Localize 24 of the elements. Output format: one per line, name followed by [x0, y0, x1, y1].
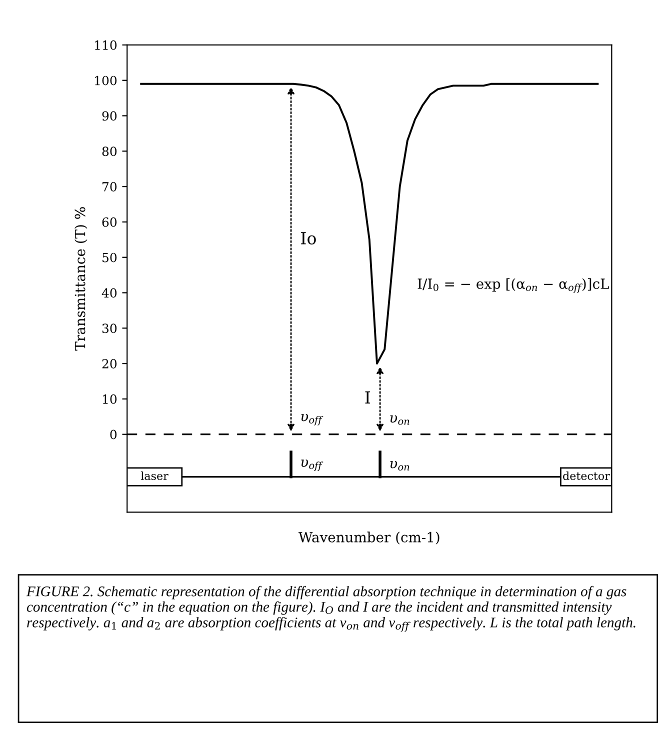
y-tick-label: 20	[102, 359, 117, 368]
annotation: υ$_{off}$	[301, 460, 324, 472]
annotation: υ$_{on}$	[390, 461, 410, 471]
y-tick-label: 10	[103, 394, 117, 404]
annotation: laser	[140, 471, 168, 480]
annotation: I/I$_{0}$ = − exp [(α$_{on}$ − α$_{off}$)]cL	[418, 278, 609, 293]
y-tick-label: 100	[95, 76, 117, 86]
x-axis-title: Wavenumber (cm-1)	[298, 532, 440, 544]
annotation: υ$_{off}$	[301, 414, 324, 426]
y-tick-label: 70	[102, 182, 117, 192]
y-tick-label: 60	[102, 217, 117, 227]
y-tick-label: 30	[102, 324, 117, 334]
y-tick-label: 40	[102, 288, 117, 298]
y-tick-label: 110	[95, 40, 117, 50]
y-tick-label: 90	[102, 111, 117, 121]
y-axis-title: Transmittance (T) %	[74, 207, 88, 351]
annotation: I	[365, 391, 370, 404]
y-tick-label: 0	[110, 430, 117, 440]
y-tick-label: 50	[102, 252, 117, 262]
text: FIGURE 2. Schematic representation of the differential absorption technique in determination of a gas concentration (“c” in the equation on the figure). I$_{O}$ and I are the incident and transmitted intensity respectively. a$_{1}$ and a$_{2}$ are absorption coefficients at ν$_{on}$ and ν$_{off}$ respectively. L is the total path length.	[26, 586, 636, 632]
annotation: υ$_{on}$	[390, 415, 410, 425]
annotation: Io	[301, 232, 316, 244]
annotation: detector	[563, 471, 610, 480]
y-tick-label: 80	[102, 146, 117, 156]
